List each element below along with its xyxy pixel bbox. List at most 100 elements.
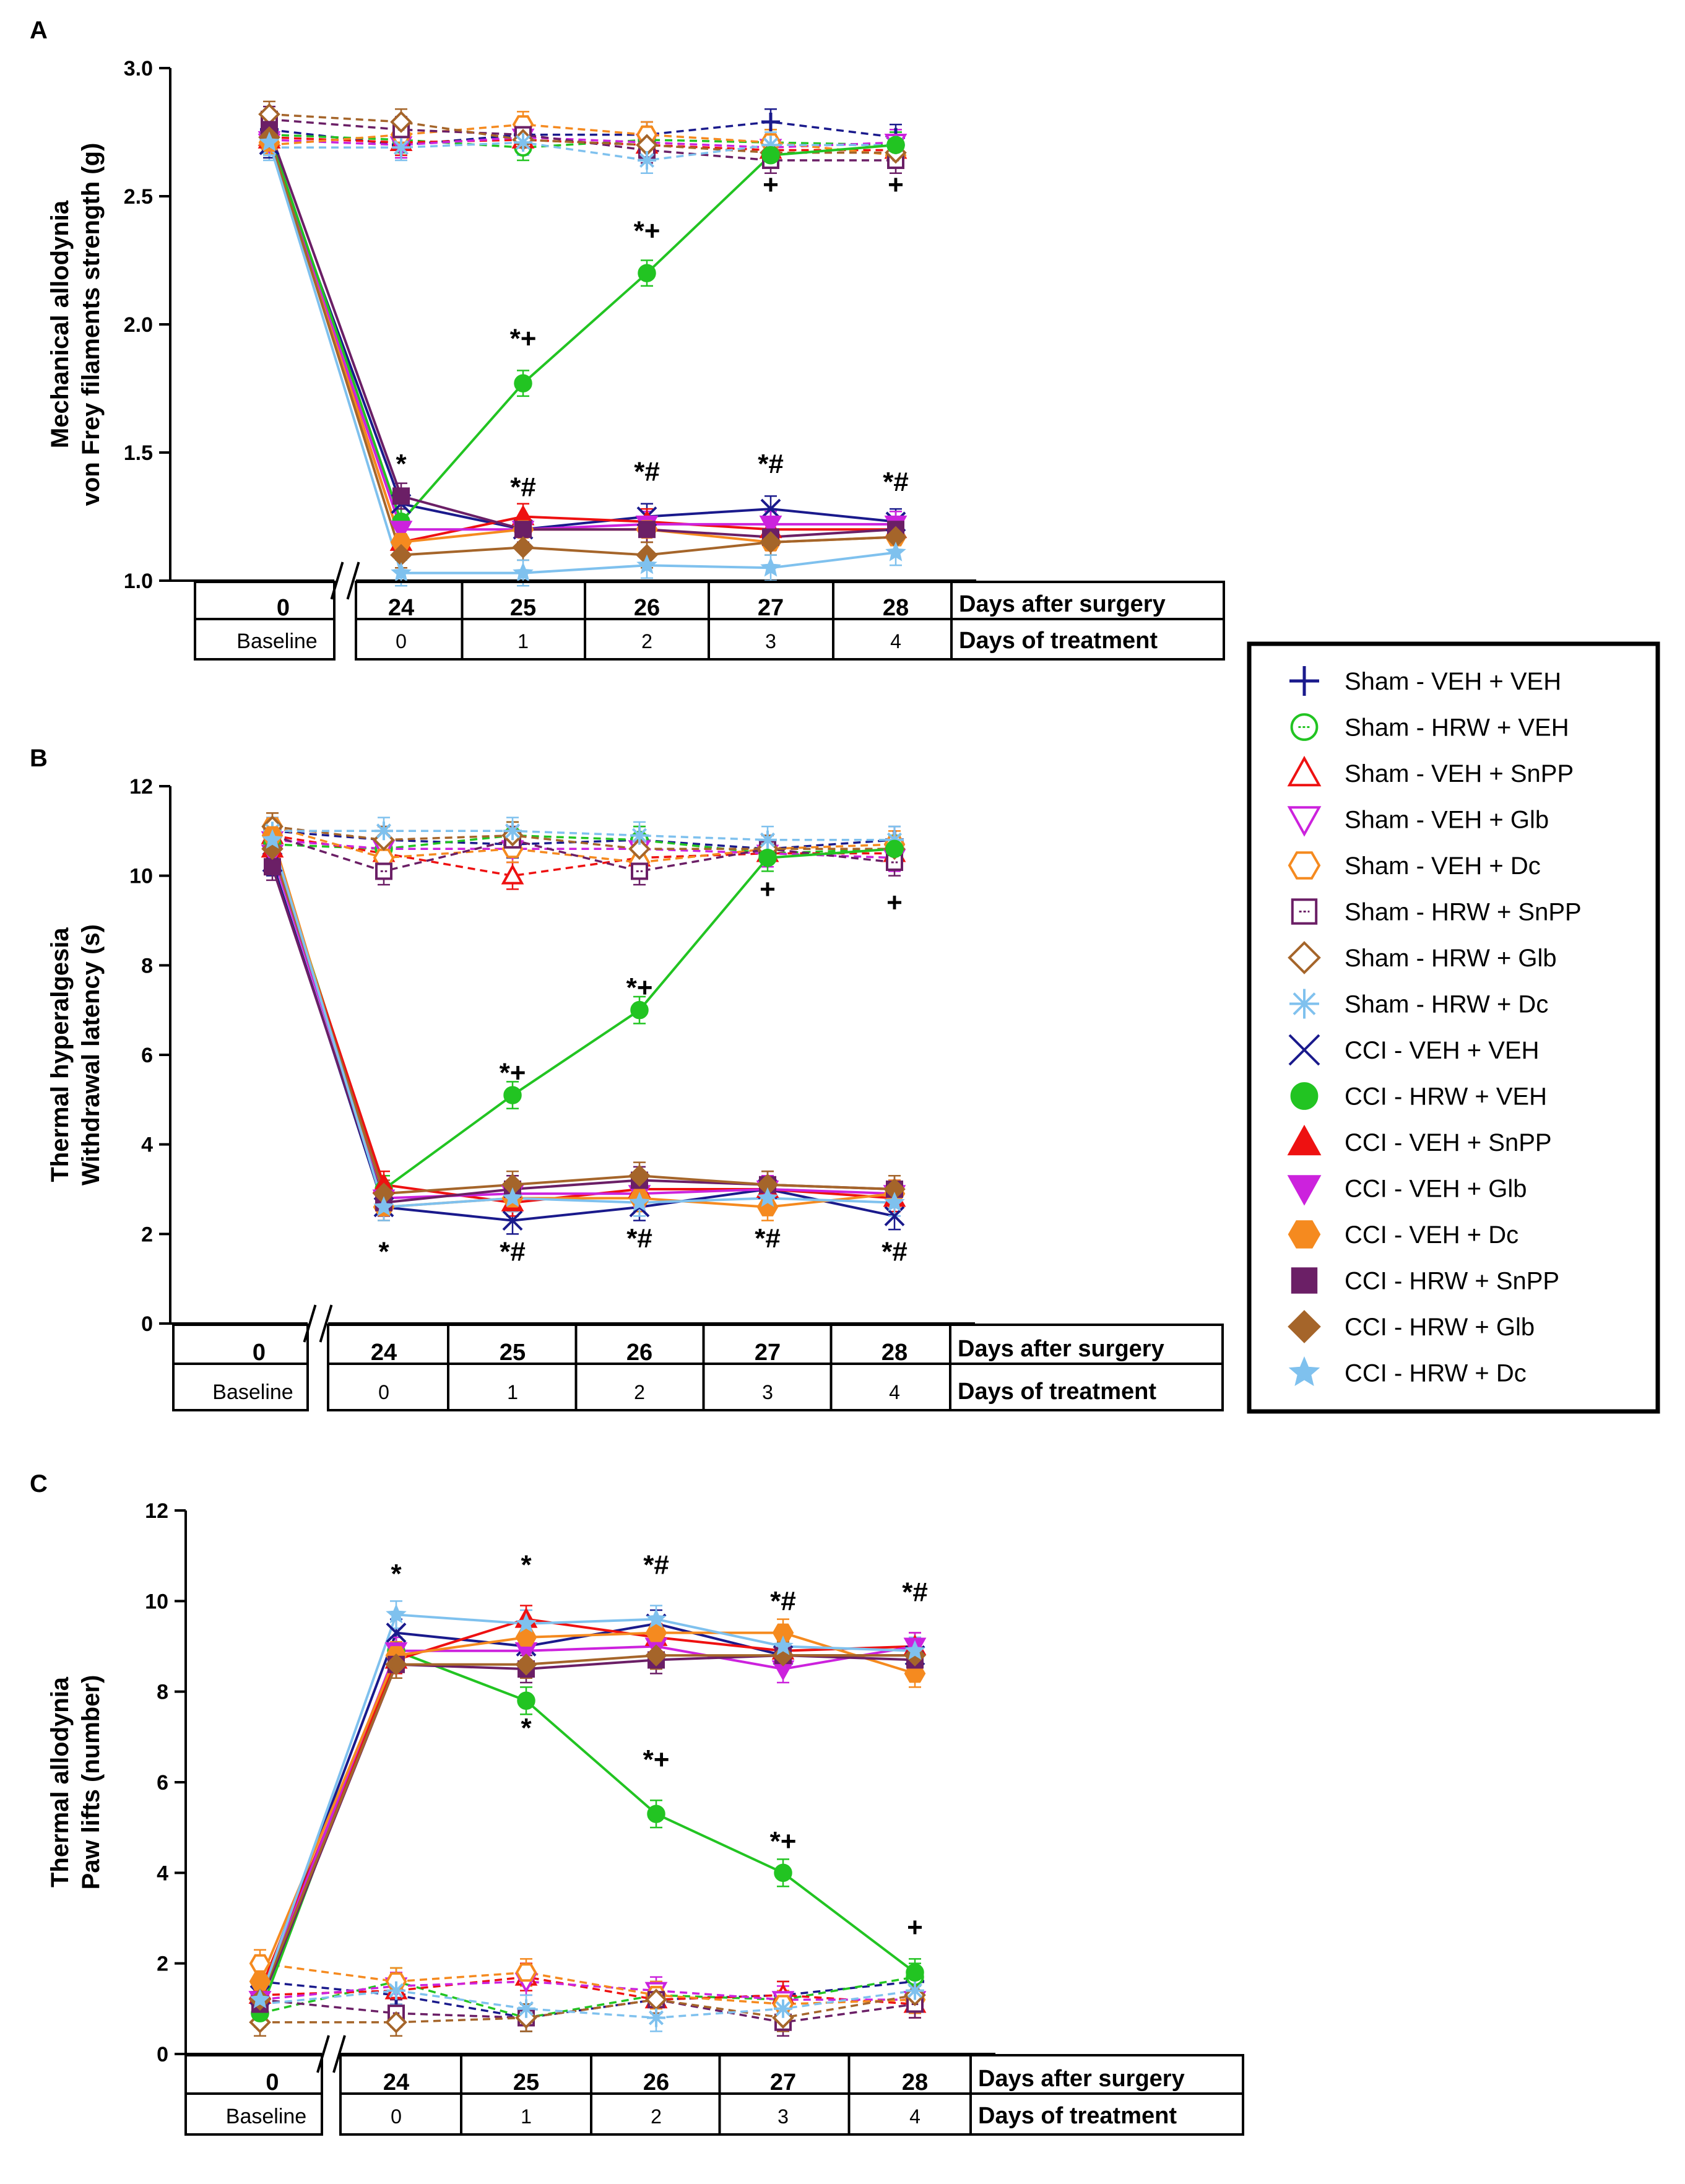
days-after-surgery-value: 26 xyxy=(626,1340,652,1366)
data-point-s8 xyxy=(774,1999,792,2018)
series-line-s4 xyxy=(259,1980,915,2001)
legend-marker-s1 xyxy=(1289,666,1319,696)
data-point-c6 xyxy=(514,521,532,539)
baseline-box xyxy=(172,1324,309,1411)
series-line-s2 xyxy=(259,1975,916,2019)
baseline-label: Baseline xyxy=(226,2105,306,2128)
data-point-c2 xyxy=(761,146,780,165)
series-line-s5 xyxy=(272,825,895,864)
series-line-s7 xyxy=(272,825,894,851)
data-point-s8 xyxy=(638,151,656,170)
y-tick-label: 3.0 xyxy=(124,57,153,80)
series-line-s3 xyxy=(259,1975,916,2006)
y-tick-label: 6 xyxy=(157,1771,168,1795)
days-of-treatment-value: 2 xyxy=(651,2105,662,2128)
series-line-s4 xyxy=(272,839,895,859)
days-of-treatment-value: 1 xyxy=(521,2105,532,2128)
data-point-c2 xyxy=(630,1000,649,1020)
legend-marker-c8 xyxy=(1288,1356,1320,1387)
days-of-treatment-label: Days of treatment xyxy=(958,1379,1156,1405)
panel-letter: B xyxy=(30,745,48,772)
baseline-label: Baseline xyxy=(236,630,317,653)
series-line-s6 xyxy=(269,118,896,162)
days-of-treatment-value: 1 xyxy=(518,630,529,652)
legend-label-s4: Sham - VEH + Glb xyxy=(1345,807,1549,834)
baseline-label: Baseline xyxy=(212,1380,293,1404)
data-point-c2 xyxy=(906,1963,924,1982)
data-point-s6 xyxy=(375,862,392,880)
series-line-c7 xyxy=(271,848,895,1195)
significance-annotation: + xyxy=(760,874,776,904)
data-point-s8 xyxy=(375,821,393,841)
y-tick-label: 6 xyxy=(141,1044,153,1067)
series-line-c3 xyxy=(268,139,896,544)
data-point-s3 xyxy=(501,864,524,885)
significance-annotation: *+ xyxy=(500,1057,526,1088)
y-axis-label-line1: Thermal allodynia xyxy=(46,1676,74,1887)
days-after-surgery-label: Days after surgery xyxy=(978,2066,1185,2092)
panel-A: A Mechanical allodynia von Frey filaments … xyxy=(30,17,1225,661)
legend-marker-c3 xyxy=(1287,1124,1322,1156)
data-point-c2 xyxy=(647,1805,665,1823)
data-point-c1 xyxy=(386,1623,407,1643)
data-point-c6 xyxy=(264,858,281,876)
legend-label-c1: CCI - VEH + VEH xyxy=(1345,1037,1540,1064)
series-line-s2 xyxy=(269,133,896,149)
data-point-c7 xyxy=(628,1164,651,1187)
series-line-s6 xyxy=(259,1998,916,2024)
y-tick-label: 4 xyxy=(157,1861,168,1885)
series-line-s4 xyxy=(269,136,896,149)
series-line-s8 xyxy=(269,141,896,162)
significance-annotation: + xyxy=(763,170,779,200)
days-after-surgery-value: 26 xyxy=(643,2069,669,2095)
significance-annotation: *# xyxy=(755,1223,781,1254)
panel-B: B Thermal hyperalgesia Withdrawal latency … xyxy=(30,745,1224,1411)
data-point-s1 xyxy=(761,112,780,131)
days-after-surgery-value: 26 xyxy=(634,595,660,621)
days-after-surgery-value: 28 xyxy=(902,2069,928,2095)
series-line-c5 xyxy=(259,1631,916,1982)
legend-marker-c5 xyxy=(1288,1220,1321,1249)
data-point-c5 xyxy=(249,1972,271,1991)
legend-label-c4: CCI - VEH + Glb xyxy=(1345,1176,1527,1203)
days-of-treatment-label: Days of treatment xyxy=(959,628,1158,654)
series-line-c1 xyxy=(271,862,895,1222)
days-after-surgery-value: 25 xyxy=(510,595,536,621)
days-table-box xyxy=(355,581,1225,661)
series-line-c5 xyxy=(268,142,896,544)
legend-item-c7: CCI - HRW + Glb xyxy=(1288,1310,1535,1343)
series-line-c6 xyxy=(268,129,896,539)
days-after-surgery-label: Days after surgery xyxy=(959,591,1166,617)
days-after-surgery-value: 24 xyxy=(383,2069,409,2095)
data-point-c2 xyxy=(503,1086,522,1104)
data-point-c8 xyxy=(259,131,280,152)
series-line-c4 xyxy=(259,1645,916,2000)
significance-annotation: + xyxy=(886,888,903,918)
y-axis-label-line2: Paw lifts (number) xyxy=(77,1675,105,1890)
significance-annotation: *# xyxy=(500,1237,526,1267)
legend: Sham - VEH + VEH Sham - HRW + VEH Sham - V… xyxy=(1247,641,1660,1414)
days-after-surgery-value: 27 xyxy=(758,595,784,621)
y-tick-label: 10 xyxy=(145,1590,168,1613)
axis-break-mark xyxy=(330,561,360,600)
data-point-s8 xyxy=(758,830,777,849)
series-line-c1 xyxy=(268,144,896,531)
significance-annotation: *# xyxy=(758,449,784,479)
data-point-c8 xyxy=(391,562,412,582)
legend-item-s5: Sham - VEH + Dc xyxy=(1288,851,1541,880)
days-table-box xyxy=(327,1324,1224,1411)
days-of-treatment-value: 3 xyxy=(778,2105,789,2128)
y-tick-label: 2.5 xyxy=(124,185,153,209)
days-of-treatment-value: 4 xyxy=(889,1381,900,1403)
data-point-s5 xyxy=(515,1963,537,1982)
y-tick-label: 10 xyxy=(129,865,153,888)
legend-label-s7: Sham - HRW + Glb xyxy=(1345,945,1557,972)
series-line-s8 xyxy=(259,1989,916,2019)
days-of-treatment-value: 0 xyxy=(396,630,407,652)
legend-item-c6: CCI - HRW + SnPP xyxy=(1291,1267,1559,1295)
baseline-day-label: 0 xyxy=(277,595,290,621)
legend-label-c7: CCI - HRW + Glb xyxy=(1345,1314,1535,1341)
legend-marker-s4 xyxy=(1287,806,1322,837)
data-point-c2 xyxy=(885,839,904,859)
data-point-s8 xyxy=(906,1981,924,2000)
